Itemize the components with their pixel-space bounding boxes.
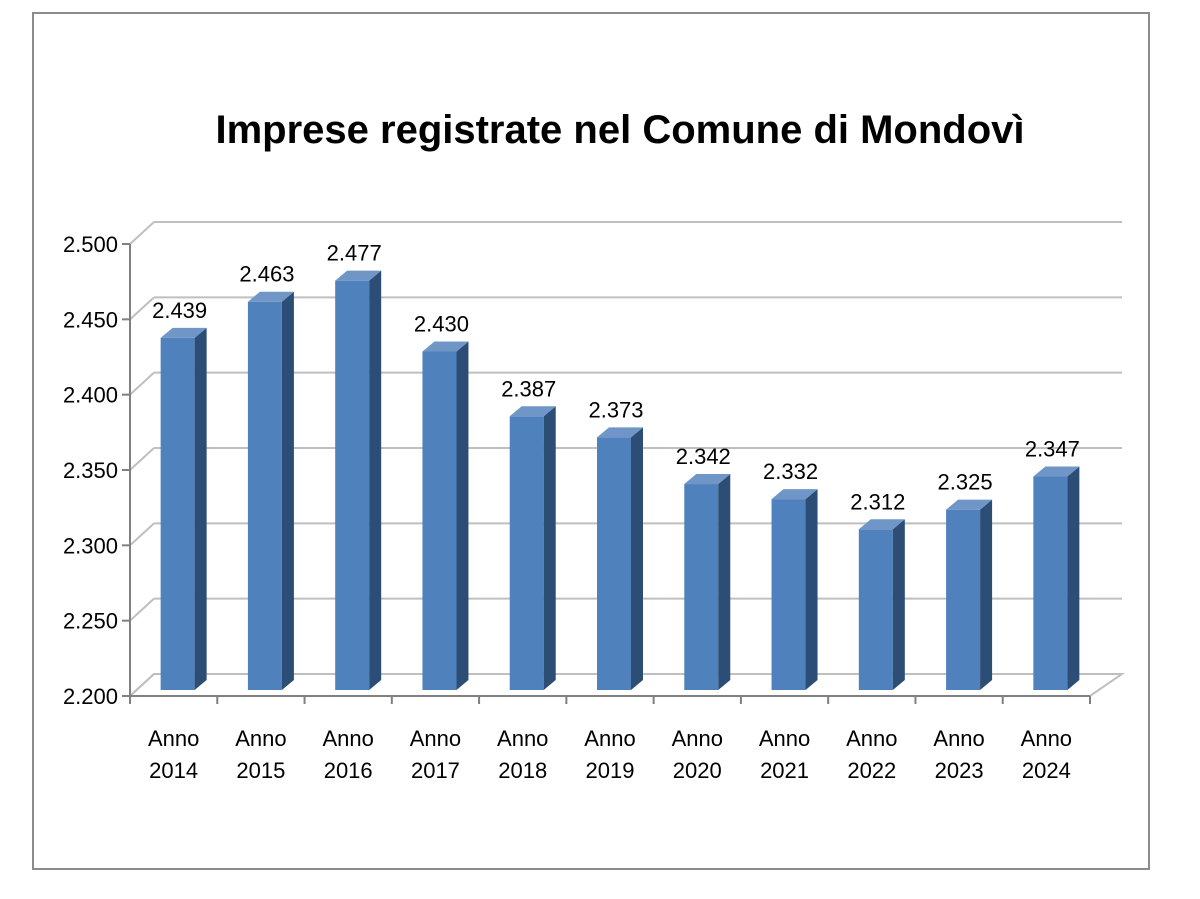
y-tick-label: 2.300 — [63, 533, 118, 558]
x-tick-label: Anno 2019 — [584, 726, 635, 783]
data-label: 2.332 — [763, 459, 818, 484]
bars — [160, 270, 1080, 690]
chart-frame — [32, 12, 1150, 870]
x-tick-label: Anno 2018 — [497, 726, 548, 783]
data-label: 2.342 — [676, 444, 731, 469]
x-tick-label: Anno 2014 — [148, 726, 199, 783]
bar — [684, 474, 731, 690]
data-labels: 2.439 2.463 2.477 2.430 2.387 2.373 2.342 2.332… — [152, 241, 1080, 515]
y-tick-label: 2.450 — [63, 307, 118, 332]
data-label: 2.430 — [414, 311, 469, 336]
bar — [597, 427, 643, 690]
y-axis-ticks: 2.200 2.250 2.300 2.350 2.400 2.450 2.500 — [63, 232, 130, 709]
data-label: 2.387 — [501, 376, 556, 401]
x-tick-label: Anno 2017 — [410, 726, 461, 783]
y-tick-label: 2.250 — [63, 609, 118, 634]
bar — [771, 489, 818, 690]
y-tick-label: 2.400 — [63, 383, 118, 408]
gridline — [129, 296, 1122, 321]
y-tick-label: 2.350 — [63, 458, 118, 483]
x-tick-label: Anno 2022 — [846, 726, 897, 783]
x-axis-categories: Anno 2014 Anno 2015 Anno 2016 Anno 2017 Anno 2018… — [148, 726, 1072, 783]
data-label: 2.347 — [1025, 437, 1080, 462]
gridline — [129, 221, 1122, 245]
data-label: 2.463 — [239, 262, 294, 287]
data-label: 2.373 — [588, 397, 643, 422]
bar — [946, 499, 993, 690]
chart-title: Imprese registrate nel Comune di Mondovì — [215, 108, 1024, 152]
bar — [509, 406, 556, 690]
bar — [160, 327, 207, 690]
x-tick-label: Anno 2024 — [1021, 726, 1072, 783]
data-label: 2.312 — [850, 489, 905, 514]
data-label: 2.477 — [327, 241, 382, 266]
gridline — [129, 371, 1122, 396]
bar — [247, 291, 294, 690]
bar — [858, 519, 905, 690]
x-tick-label: Anno 2016 — [322, 726, 373, 783]
y-tick-label: 2.500 — [63, 232, 118, 257]
y-tick-label: 2.200 — [63, 684, 118, 709]
x-tick-label: Anno 2015 — [235, 726, 286, 783]
data-label: 2.325 — [938, 470, 993, 495]
bar — [422, 341, 469, 690]
x-tick-label: Anno 2021 — [759, 726, 810, 783]
x-tick-label: Anno 2020 — [672, 726, 723, 783]
bar — [1033, 466, 1080, 690]
data-label: 2.439 — [152, 298, 207, 323]
x-tick-label: Anno 2023 — [933, 726, 984, 783]
bar — [335, 270, 382, 690]
